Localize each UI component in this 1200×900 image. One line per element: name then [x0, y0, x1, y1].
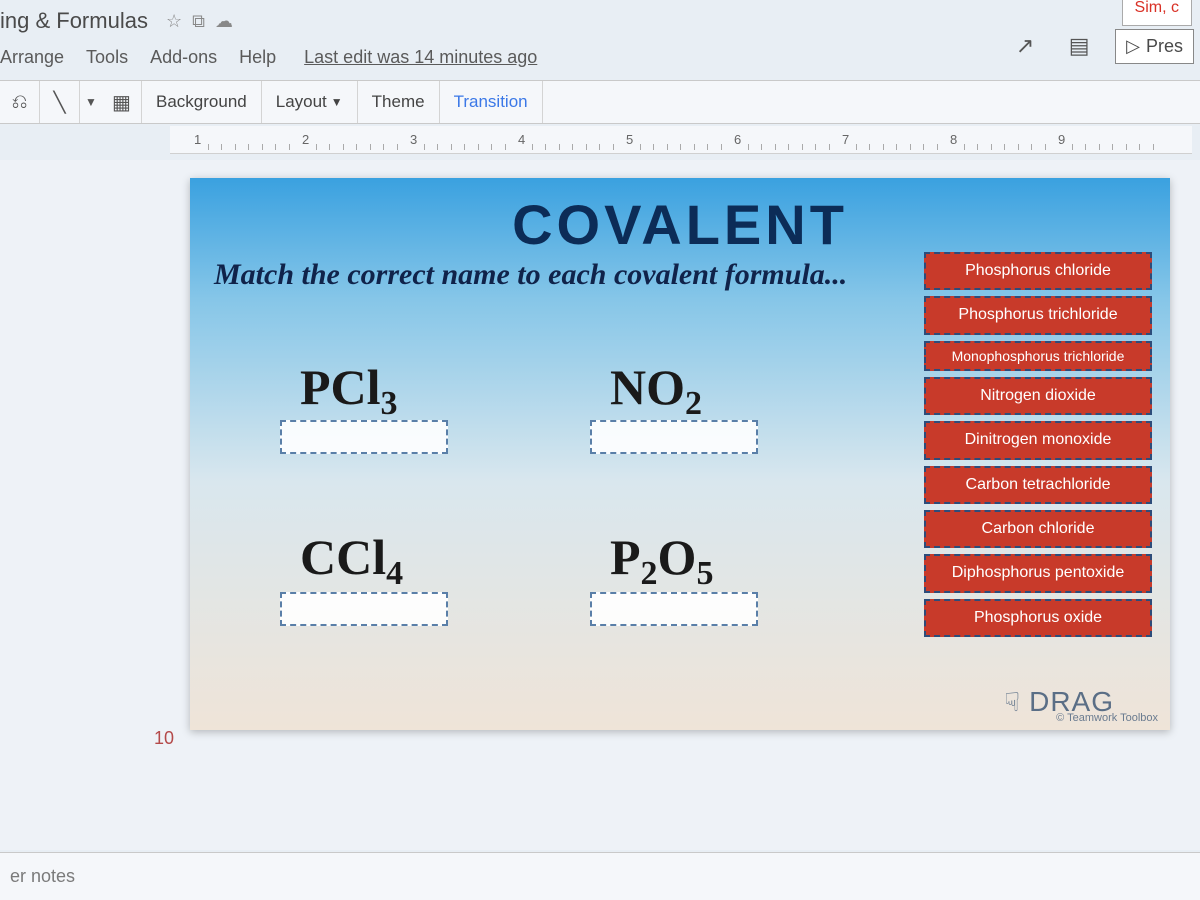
trend-icon[interactable]: ↗: [1007, 28, 1043, 64]
formula-base: P: [610, 529, 641, 585]
ruler-number: 3: [410, 132, 417, 147]
speaker-notes-bar[interactable]: er notes: [0, 852, 1200, 900]
transition-button[interactable]: Transition: [440, 81, 543, 123]
formula-base: NO: [610, 359, 685, 415]
canvas-area: 10 COVALENT Match the correct name to ea…: [0, 160, 1200, 850]
menu-addons[interactable]: Add-ons: [150, 47, 217, 68]
dropzone-1[interactable]: [280, 420, 448, 454]
name-tile[interactable]: Diphosphorus pentoxide: [924, 554, 1152, 592]
slide-subtitle[interactable]: Match the correct name to each covalent …: [214, 258, 914, 292]
formula-p2o5[interactable]: P2O5: [610, 528, 713, 593]
last-edit-link[interactable]: Last edit was 14 minutes ago: [304, 47, 537, 68]
ruler-number: 7: [842, 132, 849, 147]
name-tile[interactable]: Nitrogen dioxide: [924, 377, 1152, 415]
ruler-number: 8: [950, 132, 957, 147]
dropzone-4[interactable]: [590, 592, 758, 626]
line-tool-icon[interactable]: ╲: [40, 81, 80, 123]
dropzone-3[interactable]: [280, 592, 448, 626]
name-tile[interactable]: Monophosphorus trichloride: [924, 341, 1152, 371]
menu-tools[interactable]: Tools: [86, 47, 128, 68]
name-tile[interactable]: Carbon tetrachloride: [924, 466, 1152, 504]
document-title[interactable]: ing & Formulas: [0, 8, 148, 34]
formula-mid: O: [658, 529, 697, 585]
header-right-icons: ↗ ▤ ▷ Pres: [1007, 28, 1194, 64]
names-column: Phosphorus chloride Phosphorus trichlorid…: [924, 252, 1152, 637]
ruler-number: 5: [626, 132, 633, 147]
ruler-number: 4: [518, 132, 525, 147]
star-icon[interactable]: ☆: [166, 11, 182, 32]
slide-number-label: 10: [154, 728, 174, 749]
play-icon: ▷: [1126, 36, 1140, 57]
formula-sub: 2: [641, 555, 658, 592]
formula-sub: 3: [381, 385, 398, 422]
slide-title[interactable]: COVALENT: [190, 192, 1170, 257]
present-button[interactable]: ▷ Pres: [1115, 29, 1194, 64]
present-label: Pres: [1146, 36, 1183, 57]
toolbar-item-1[interactable]: ⎌: [0, 81, 40, 123]
background-button[interactable]: Background: [142, 81, 262, 123]
formula-ccl4[interactable]: CCl4: [300, 528, 403, 593]
layout-label: Layout: [276, 92, 327, 112]
name-tile[interactable]: Phosphorus oxide: [924, 599, 1152, 637]
formula-sub: 4: [386, 555, 403, 592]
formula-base: PCl: [300, 359, 381, 415]
image-tool-icon[interactable]: ▦: [102, 81, 142, 123]
toolbar: ⎌ ╲ ▼ ▦ Background Layout ▼ Theme Transit…: [0, 80, 1200, 124]
formula-no2[interactable]: NO2: [610, 358, 702, 423]
dropzone-2[interactable]: [590, 420, 758, 454]
line-dropdown-icon[interactable]: ▼: [80, 81, 102, 123]
formula-base: CCl: [300, 529, 386, 585]
menu-arrange[interactable]: Arrange: [0, 47, 64, 68]
name-tile[interactable]: Phosphorus chloride: [924, 252, 1152, 290]
slide-canvas[interactable]: COVALENT Match the correct name to each …: [190, 178, 1170, 730]
layout-button[interactable]: Layout ▼: [262, 81, 358, 123]
ruler-number: 2: [302, 132, 309, 147]
slide-credit: © Teamwork Toolbox: [1056, 712, 1158, 724]
ruler-number: 6: [734, 132, 741, 147]
move-icon[interactable]: ⧉: [192, 11, 205, 32]
formula-sub: 5: [696, 555, 713, 592]
hand-icon: ☟: [1004, 687, 1021, 718]
ruler-number: 1: [194, 132, 201, 147]
formula-sub: 2: [685, 385, 702, 422]
ruler-number: 9: [1058, 132, 1065, 147]
horizontal-ruler: 1 2 3 4 5 6 7 8 9: [170, 126, 1192, 154]
notes-placeholder: er notes: [10, 866, 75, 887]
name-tile[interactable]: Carbon chloride: [924, 510, 1152, 548]
name-tile[interactable]: Dinitrogen monoxide: [924, 421, 1152, 459]
name-tile[interactable]: Phosphorus trichloride: [924, 296, 1152, 334]
menu-help[interactable]: Help: [239, 47, 276, 68]
chevron-down-icon: ▼: [331, 95, 343, 109]
formula-pcl3[interactable]: PCl3: [300, 358, 398, 423]
comments-icon[interactable]: ▤: [1061, 28, 1097, 64]
cloud-icon[interactable]: ☁: [215, 11, 233, 32]
theme-button[interactable]: Theme: [358, 81, 440, 123]
